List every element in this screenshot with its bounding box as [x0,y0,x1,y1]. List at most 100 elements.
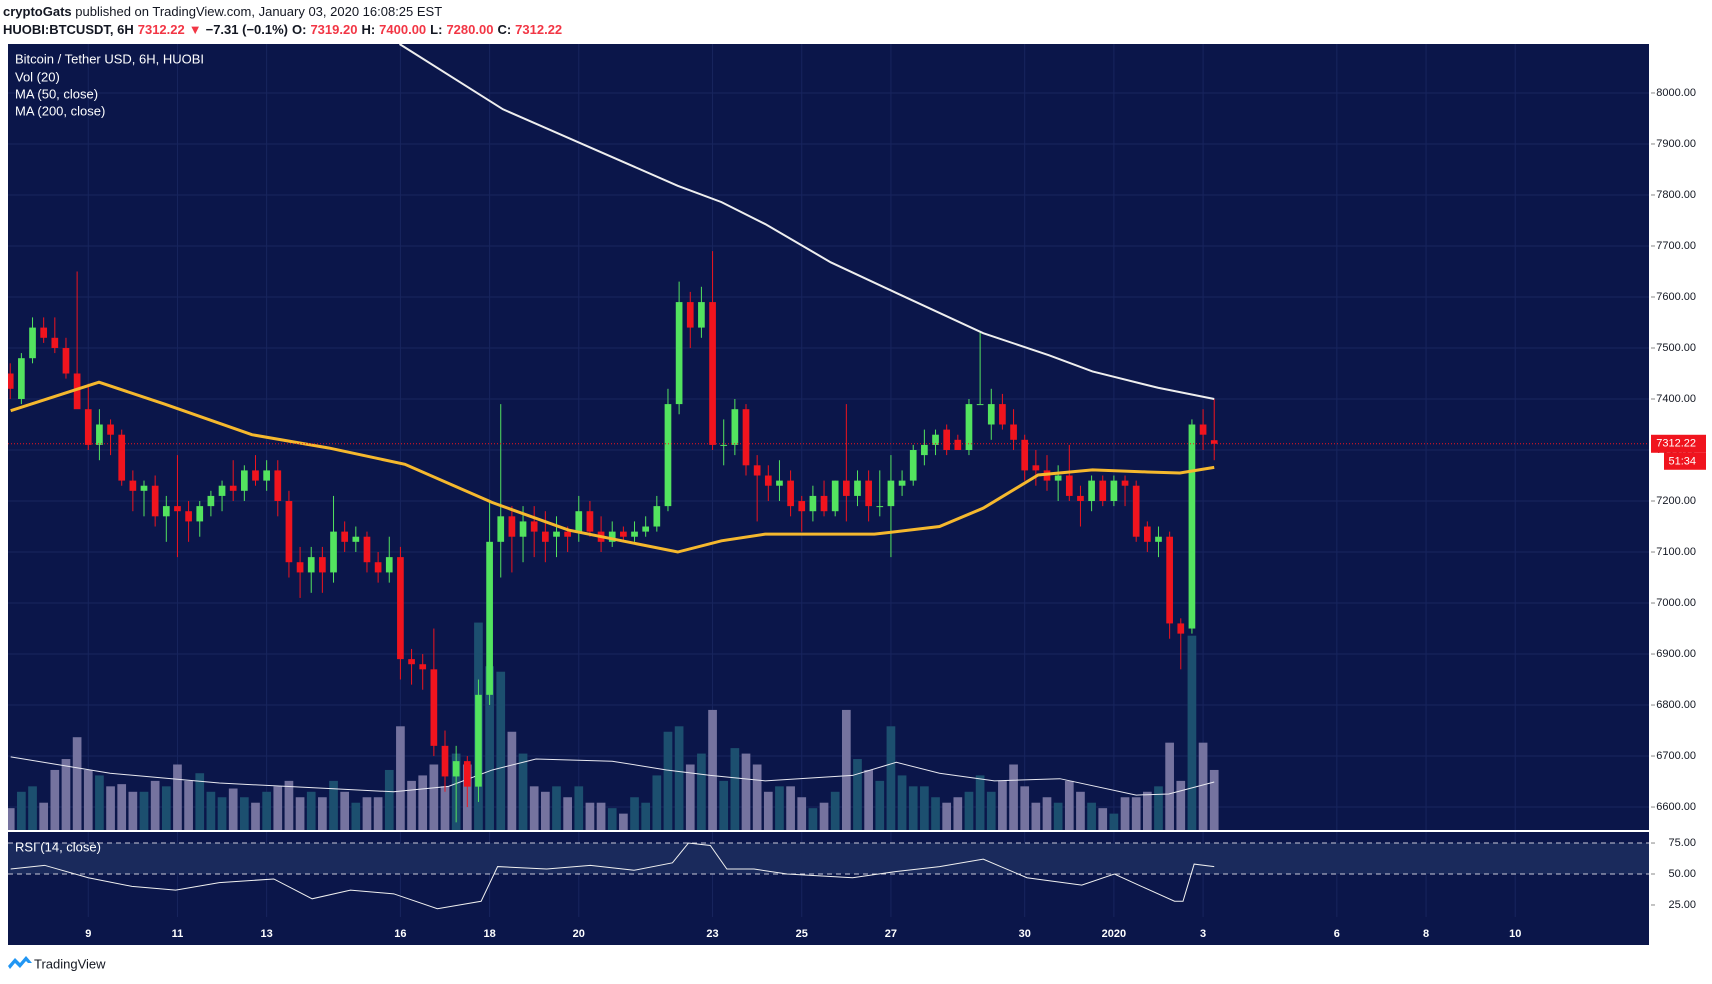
volume-bar [931,797,940,830]
candle-body [932,434,939,445]
volume-bar [1165,742,1174,830]
volume-bar [1209,769,1219,830]
quote-item: 7400.00 [379,22,427,37]
candle-body [608,531,616,542]
candle-body [921,444,928,456]
volume-bar [585,802,595,830]
volume-bar [351,802,361,830]
candle-body [240,470,248,491]
candle-body [530,521,538,532]
volume-bar [1031,802,1041,830]
quote-item: L: [430,22,443,37]
time-axis [8,917,1649,945]
volume-bar [786,786,795,830]
last-price-box [1651,434,1706,453]
volume-bar [730,748,740,830]
candle-body [787,480,794,507]
candle-body [319,557,326,573]
legend-item: Bitcoin / Tether USD, 6H, HUOBI [15,51,204,66]
countdown: 51:34 [1668,456,1696,468]
last-price-label: 7312.22 [1656,438,1696,450]
candle-body [341,531,349,542]
candle-body [40,327,48,338]
volume-bar [1020,786,1030,830]
x-tick-label: 8 [1423,928,1429,940]
volume-bar [1053,802,1063,830]
rsi-line [10,842,1215,910]
x-tick-label: 16 [394,928,406,940]
published: published on TradingView.com, January 03… [75,4,443,19]
volume-bar [150,780,160,830]
candle-body [1188,424,1196,629]
volume-bar [273,786,283,830]
volume-bar [685,764,695,830]
volume-bar [61,759,71,830]
candle-body [1177,623,1185,634]
volume-bar [228,788,238,830]
candle-body [1121,480,1129,486]
volume-bar [697,753,706,830]
volume-bar [908,786,918,830]
candle-body [452,761,460,777]
axis-layer: 6600.00 6700.00 6800.00 6900.00 7000.00 7100.… [15,51,1706,940]
volume-bar [39,802,49,830]
volume-bar [719,780,729,830]
candle-body [1065,475,1073,496]
volume-bar [942,802,952,830]
quote-item: 7319.20 [310,22,358,37]
candle-body [1143,526,1151,542]
y-tick-label: 6700.00 [1656,750,1696,762]
candle-body [798,501,806,512]
volume-bar [574,786,584,830]
volume-bar [964,791,974,830]
volume-bar [853,759,862,830]
volume-bar [819,802,829,830]
volume-bar [886,726,896,830]
candle-body [564,531,571,537]
candle-body [463,761,471,787]
volume-bar [373,797,383,830]
volume-bar [1109,813,1119,830]
volume-bar [329,780,338,830]
volume-bar [1131,797,1141,830]
candle-body [776,480,783,486]
candle-body [1199,424,1207,435]
candle-body [553,531,560,537]
y-tick-label: 7800.00 [1656,189,1696,201]
volume-bar [206,791,216,830]
x-tick-label: 23 [706,928,718,940]
legend-item: MA (200, close) [15,103,105,118]
candle-body [140,485,148,491]
candle-body [664,404,672,507]
candle-body [51,337,59,348]
candle-body [965,404,973,451]
volume-bar [975,775,985,830]
candle-body [18,358,25,400]
quote-item: 7312.22 [137,22,185,37]
quote-item: C: [497,22,512,37]
volume-bar [775,786,784,830]
candle-body [330,531,337,573]
candle-body [631,531,638,537]
volume-bar [596,802,606,830]
candle-body [162,506,170,517]
volume-bar [808,808,818,830]
candle-body [820,495,828,512]
candle-body [1010,424,1017,440]
volume-bar [630,797,639,830]
candle-body [1077,495,1084,502]
volume-bar [1176,780,1186,830]
candle-body [263,470,270,481]
candle-body [731,409,739,445]
volume-bar [708,709,717,830]
volume-bar [384,769,394,830]
candle-body [642,526,650,532]
volume-bar [1087,802,1096,830]
volume-bar [195,773,205,830]
header: cryptoGats published on TradingView.com,… [3,3,566,39]
volume-bar [128,791,138,830]
candle-body [285,501,293,563]
candle-body [185,511,192,522]
volume-bar [396,726,405,830]
